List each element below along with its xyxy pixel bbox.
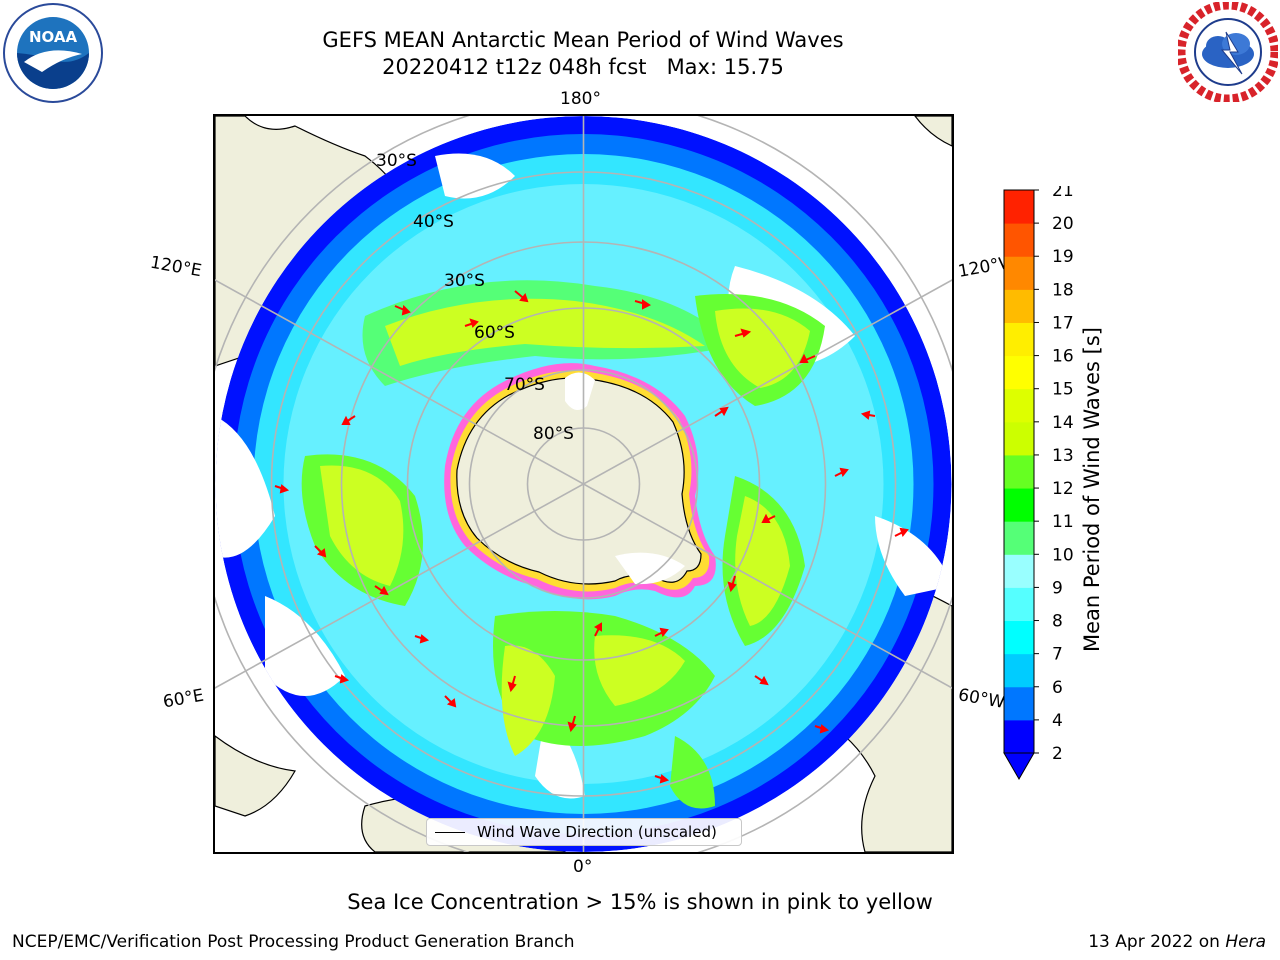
lon-label-180: 180° <box>560 89 601 109</box>
colorbar-scale: 2 4 6 7 8 9 10 11 12 13 14 15 16 17 18 19 20 21 <box>1003 181 1074 781</box>
colorbar-tick-label: 14 <box>1052 413 1074 433</box>
colorbar-segment <box>1004 355 1034 390</box>
lat-label: 40°S <box>413 212 454 232</box>
colorbar-tick-label: 11 <box>1052 512 1074 532</box>
colorbar-tick-label: 8 <box>1052 612 1063 632</box>
wave-direction-arrows <box>274 290 909 784</box>
map-canvas <box>215 116 952 852</box>
colorbar-segment <box>1004 686 1034 721</box>
colorbar-tick-label: 7 <box>1052 645 1063 665</box>
colorbar-frame <box>1003 189 1035 754</box>
colorbar-segment <box>1004 388 1034 423</box>
colorbar-segment <box>1004 521 1034 555</box>
colorbar-tick-label: 15 <box>1052 380 1074 400</box>
lon-label-0: 0° <box>573 857 593 877</box>
footer-date-text: 13 Apr 2022 on <box>1088 932 1226 952</box>
lat-label: 60°S <box>474 323 515 343</box>
colorbar-segment <box>1004 190 1034 224</box>
graticule <box>215 116 952 852</box>
colorbar-segment <box>1004 322 1034 357</box>
colorbar-extend-arrow <box>1003 752 1035 781</box>
colorbar-segment <box>1004 554 1034 588</box>
legend-label: Wind Wave Direction (unscaled) <box>477 823 717 841</box>
colorbar-segment <box>1004 256 1034 290</box>
map-title: GEFS MEAN Antarctic Mean Period of Wind … <box>322 28 844 52</box>
colorbar-segment <box>1004 653 1034 688</box>
lat-label: 30°S <box>444 271 485 291</box>
lat-label: 30°S <box>376 151 417 171</box>
colorbar-tick-label: 2 <box>1052 744 1063 764</box>
colorbar-segment <box>1004 587 1034 622</box>
colorbar-tick-label: 9 <box>1052 578 1063 598</box>
colorbar-tick-label: 16 <box>1052 347 1074 367</box>
colorbar-tick-label: 6 <box>1052 678 1063 698</box>
noaa-logo-text: NOAA <box>29 28 78 46</box>
sea-ice-note: Sea Ice Concentration > 15% is shown in … <box>347 890 933 914</box>
lon-label-120e: 120°E <box>148 252 204 282</box>
nws-logo <box>1176 0 1280 104</box>
lat-label: 80°S <box>533 424 574 444</box>
footer-credit: NCEP/EMC/Verification Post Processing Pr… <box>12 932 575 952</box>
map-legend: Wind Wave Direction (unscaled) <box>426 818 742 846</box>
colorbar-tick-label: 21 <box>1052 186 1074 201</box>
colorbar-tick-label: 13 <box>1052 446 1074 466</box>
lon-label-60e: 60°E <box>161 685 206 713</box>
colorbar-tick-label: 18 <box>1052 280 1074 300</box>
colorbar-segment <box>1004 289 1034 323</box>
footer-host: Hera <box>1225 932 1266 952</box>
colorbar-tick-label: 12 <box>1052 479 1074 499</box>
colorbar-tick-label: 17 <box>1052 313 1074 333</box>
lat-label: 70°S <box>504 375 545 395</box>
lon-label-60w: 60°W <box>956 685 1007 713</box>
colorbar-tick-label: 20 <box>1052 214 1074 234</box>
noaa-logo: NOAA <box>2 2 104 104</box>
colorbar-segment <box>1004 719 1034 754</box>
colorbar-segment <box>1004 454 1034 489</box>
map-subtitle: 20220412 t12z 048h fcst Max: 15.75 <box>382 55 784 79</box>
colorbar: 2 4 6 7 8 9 10 11 12 13 14 15 16 17 18 19 20 21 <box>1000 181 1080 790</box>
colorbar-segment <box>1004 223 1034 257</box>
colorbar-tick-label: 4 <box>1052 711 1063 731</box>
footer-date: 13 Apr 2022 on Hera <box>1088 932 1266 952</box>
colorbar-tick-label: 10 <box>1052 545 1074 565</box>
legend-line-swatch <box>435 832 465 833</box>
colorbar-segment <box>1004 421 1034 456</box>
colorbar-tick-label: 19 <box>1052 247 1074 267</box>
colorbar-segment <box>1004 488 1034 522</box>
colorbar-segment <box>1004 620 1034 655</box>
colorbar-label: Mean Period of Wind Waves [s] <box>1080 327 1104 652</box>
polar-map <box>213 114 954 854</box>
